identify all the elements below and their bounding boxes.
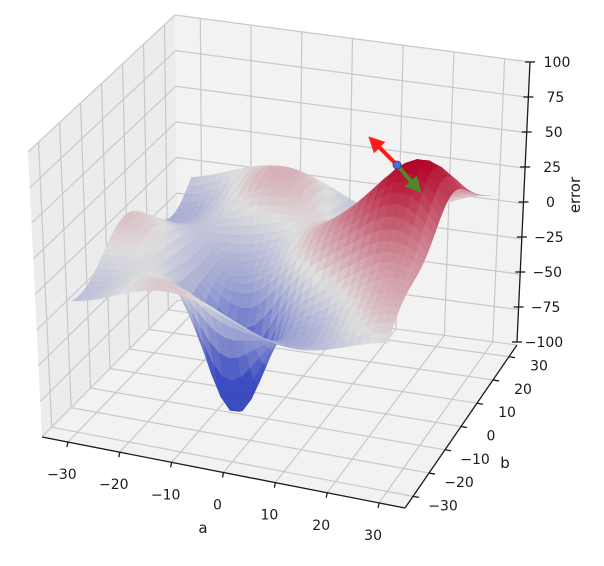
error-surface (70, 159, 491, 412)
x-tick-label: 0 (213, 498, 222, 514)
y-axis-label: b (500, 454, 510, 472)
y-tick-label: 30 (530, 359, 548, 375)
x-tick-label: 10 (260, 508, 278, 524)
gradient-markers (368, 136, 422, 194)
z-tick-label: −25 (534, 230, 564, 246)
tick-labels: −30−20−100102030−30−20−100102030−100−75−… (47, 55, 570, 544)
x-tick-label: 20 (312, 518, 330, 534)
y-tick-label: −20 (444, 475, 474, 491)
z-tick-label: −75 (531, 300, 561, 316)
current-point (392, 160, 402, 170)
z-tick-label: −50 (532, 265, 562, 281)
z-tick-label: 75 (546, 90, 564, 106)
x-axis-label: a (198, 519, 207, 537)
ascent-arrow (368, 136, 399, 167)
z-tick-label: 100 (544, 55, 571, 71)
y-tick-label: 0 (487, 429, 496, 445)
y-tick-label: 20 (514, 382, 532, 398)
z-tick-label: 0 (546, 195, 555, 211)
z-axis-label: error (566, 176, 584, 213)
y-tick-label: 10 (498, 405, 516, 421)
x-tick-label: 30 (364, 528, 382, 544)
z-tick-label: 25 (543, 160, 561, 176)
x-tick-label: −10 (151, 487, 181, 503)
y-tick-label: −30 (428, 498, 458, 514)
z-tick-label: −100 (525, 335, 563, 351)
y-tick-label: −10 (460, 452, 490, 468)
x-tick-label: −20 (99, 477, 129, 493)
descent-arrow (395, 163, 422, 194)
axis-lines (41, 61, 535, 509)
x-tick-label: −30 (47, 467, 77, 483)
z-tick-label: 50 (545, 125, 563, 141)
